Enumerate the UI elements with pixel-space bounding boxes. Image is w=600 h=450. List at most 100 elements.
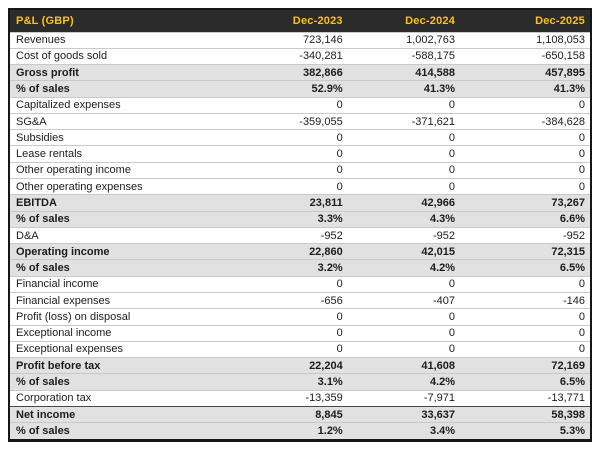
pnl-table-body: Revenues 723,146 1,002,763 1,108,053 Cost of… (9, 31, 591, 441)
row-value: -407 (347, 291, 461, 309)
table-row: Gross profit 382,866 414,588 457,895 (9, 64, 591, 81)
row-value: 0 (235, 145, 348, 163)
row-label: Exceptional expenses (9, 340, 236, 358)
row-value: 0 (347, 129, 461, 146)
row-value: -146 (460, 291, 591, 309)
row-value: -371,621 (347, 112, 461, 130)
row-value: 0 (347, 308, 461, 326)
column-header-dec-2025: Dec-2025 (460, 9, 591, 32)
row-value: 72,169 (460, 357, 591, 374)
pnl-statement-table: P&L (GBP) Dec-2023 Dec-2024 Dec-2025 Rev… (8, 8, 592, 442)
table-row: % of sales 3.1% 4.2% 6.5% (9, 373, 591, 391)
row-value: 72,315 (460, 243, 591, 260)
row-label: % of sales (9, 373, 236, 391)
row-label: Profit (loss) on disposal (9, 308, 236, 326)
row-value: 0 (235, 178, 348, 195)
row-value: 58,398 (460, 405, 591, 423)
row-value: 3.1% (235, 373, 348, 391)
row-value: 0 (235, 161, 348, 179)
row-label: EBITDA (9, 194, 236, 212)
row-value: 6.5% (460, 373, 591, 391)
row-value: -952 (460, 226, 591, 244)
row-value: 0 (235, 129, 348, 146)
row-value: 23,811 (235, 194, 348, 212)
row-value: 0 (347, 96, 461, 114)
row-value: 33,637 (347, 405, 461, 423)
row-label: D&A (9, 226, 236, 244)
table-row: Capitalized expenses 0 0 0 (9, 96, 591, 114)
row-value: -340,281 (235, 47, 348, 65)
row-label: Profit before tax (9, 357, 236, 374)
table-row: Other operating expenses 0 0 0 (9, 178, 591, 195)
table-row: Corporation tax -13,359 -7,971 -13,771 (9, 389, 591, 407)
row-value: 0 (460, 178, 591, 195)
row-value: 0 (460, 161, 591, 179)
row-value: 5.3% (460, 422, 591, 441)
row-value: 414,588 (347, 64, 461, 81)
row-label: Financial income (9, 275, 236, 293)
row-label: Corporation tax (9, 389, 236, 407)
row-value: -13,359 (235, 389, 348, 407)
column-header-dec-2023: Dec-2023 (235, 9, 348, 32)
table-row: Cost of goods sold -340,281 -588,175 -650,1… (9, 47, 591, 65)
row-value: 6.6% (460, 210, 591, 228)
row-value: 0 (235, 96, 348, 114)
row-value: 3.4% (347, 422, 461, 441)
row-value: 1,002,763 (347, 31, 461, 49)
row-value: 0 (460, 145, 591, 163)
pnl-table: P&L (GBP) Dec-2023 Dec-2024 Dec-2025 Rev… (8, 8, 592, 442)
row-value: 457,895 (460, 64, 591, 81)
table-row: Subsidies 0 0 0 (9, 129, 591, 146)
row-label: % of sales (9, 422, 236, 441)
row-label: Financial expenses (9, 291, 236, 309)
table-row: % of sales 1.2% 3.4% 5.3% (9, 422, 591, 441)
row-value: 42,966 (347, 194, 461, 212)
table-row: Operating income 22,860 42,015 72,315 (9, 243, 591, 260)
row-value: 0 (347, 161, 461, 179)
row-value: 4.2% (347, 373, 461, 391)
row-value: 3.3% (235, 210, 348, 228)
row-value: 0 (347, 178, 461, 195)
row-value: -588,175 (347, 47, 461, 65)
row-value: -952 (347, 226, 461, 244)
row-value: 42,015 (347, 243, 461, 260)
row-value: 3.2% (235, 259, 348, 277)
row-value: -7,971 (347, 389, 461, 407)
table-row: EBITDA 23,811 42,966 73,267 (9, 194, 591, 212)
row-label: % of sales (9, 80, 236, 98)
row-value: 4.2% (347, 259, 461, 277)
table-row: Revenues 723,146 1,002,763 1,108,053 (9, 31, 591, 49)
row-label: Net income (9, 405, 236, 423)
row-value: 0 (347, 145, 461, 163)
pnl-table-header: P&L (GBP) Dec-2023 Dec-2024 Dec-2025 (9, 9, 591, 32)
row-label: Gross profit (9, 64, 236, 81)
row-value: 0 (347, 324, 461, 342)
row-label: Subsidies (9, 129, 236, 146)
row-label: Exceptional income (9, 324, 236, 342)
row-value: 8,845 (235, 405, 348, 423)
row-value: 0 (460, 308, 591, 326)
row-value: 1,108,053 (460, 31, 591, 49)
table-row: Exceptional income 0 0 0 (9, 324, 591, 342)
table-row: Net income 8,845 33,637 58,398 (9, 405, 591, 423)
table-title: P&L (GBP) (9, 9, 236, 32)
row-label: SG&A (9, 112, 236, 130)
row-value: 0 (460, 275, 591, 293)
row-value: 41.3% (347, 80, 461, 98)
row-label: % of sales (9, 259, 236, 277)
table-row: Profit before tax 22,204 41,608 72,169 (9, 357, 591, 374)
row-value: 0 (235, 324, 348, 342)
row-value: 0 (235, 275, 348, 293)
row-label: Operating income (9, 243, 236, 260)
row-value: 0 (347, 340, 461, 358)
row-value: 382,866 (235, 64, 348, 81)
table-row: Financial income 0 0 0 (9, 275, 591, 293)
row-value: -359,055 (235, 112, 348, 130)
row-value: 0 (347, 275, 461, 293)
table-row: Financial expenses -656 -407 -146 (9, 291, 591, 309)
row-value: 22,204 (235, 357, 348, 374)
row-label: Cost of goods sold (9, 47, 236, 65)
table-row: Lease rentals 0 0 0 (9, 145, 591, 163)
row-value: -656 (235, 291, 348, 309)
row-value: 4.3% (347, 210, 461, 228)
